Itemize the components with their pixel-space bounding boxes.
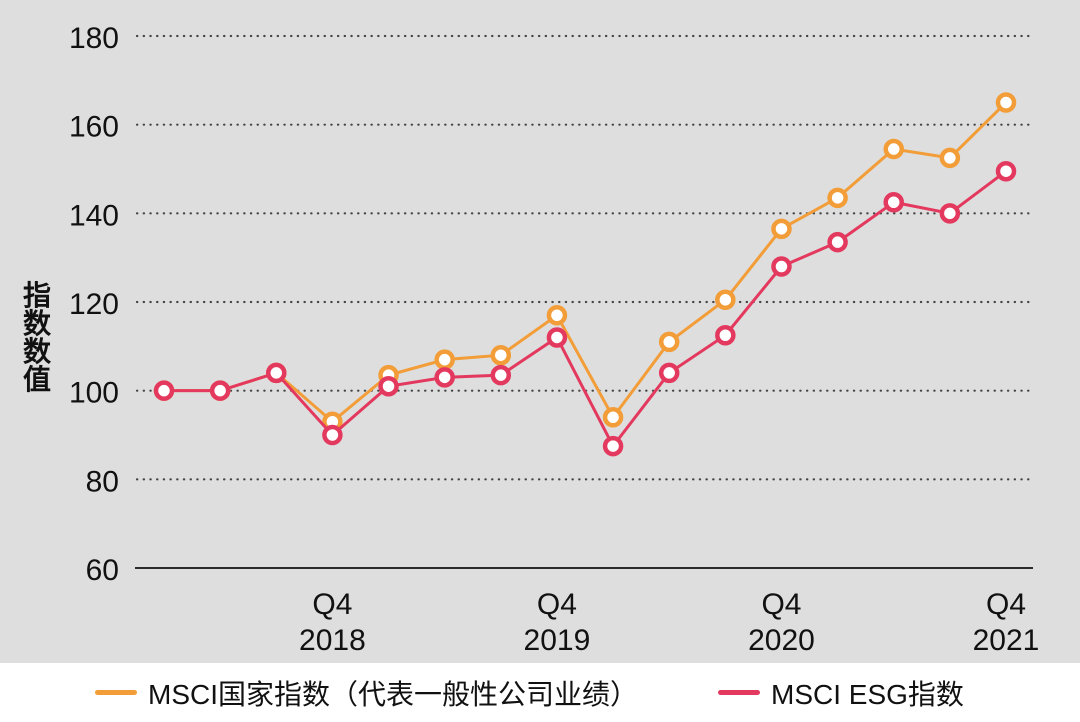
data-point-s0-15 <box>995 92 1017 113</box>
legend: MSCI国家指数（代表一般性公司业绩） MSCI ESG指数 <box>0 663 1080 722</box>
y-tick-label: 80 <box>86 465 119 498</box>
y-tick-label: 120 <box>69 288 119 321</box>
data-point-s1-0 <box>153 380 175 401</box>
data-point-s1-12 <box>827 231 848 253</box>
legend-swatch-country-index <box>95 690 137 695</box>
data-point-s0-14 <box>939 147 961 169</box>
data-point-s0-5 <box>434 349 455 370</box>
y-tick-label: 180 <box>69 22 119 55</box>
x-tick-label-year: 2018 <box>299 624 366 657</box>
data-point-s1-9 <box>658 362 680 384</box>
x-tick-label-year: 2021 <box>973 624 1040 657</box>
data-point-s1-7 <box>546 327 568 348</box>
data-point-s1-5 <box>434 367 455 388</box>
data-point-s1-2 <box>266 362 287 384</box>
data-point-s0-12 <box>827 187 848 209</box>
y-tick-label: 100 <box>69 377 119 410</box>
data-point-s1-8 <box>602 435 624 457</box>
data-point-s1-1 <box>209 380 231 401</box>
plot-background <box>0 0 1080 663</box>
legend-swatch-esg-index <box>718 690 760 695</box>
x-tick-label-quarter: Q4 <box>986 588 1026 621</box>
data-point-s1-4 <box>378 375 399 397</box>
chart-svg: 6080100120140160180Q42018Q42019Q42020Q42… <box>69 22 1040 657</box>
data-point-s0-8 <box>602 407 624 428</box>
legend-label-esg-index: MSCI ESG指数 <box>771 678 964 710</box>
x-tick-label-quarter: Q4 <box>312 588 352 621</box>
data-point-s1-11 <box>771 256 792 277</box>
data-point-s1-10 <box>715 325 736 346</box>
data-point-s0-10 <box>715 289 736 311</box>
data-point-s1-13 <box>883 192 904 213</box>
x-tick-label-year: 2019 <box>524 624 591 657</box>
x-tick-label-quarter: Q4 <box>761 588 801 621</box>
legend-item-esg-index: MSCI ESG指数 <box>718 673 964 713</box>
data-point-s1-15 <box>995 160 1017 182</box>
series-line-1 <box>164 170 1007 449</box>
data-point-s0-6 <box>490 344 512 366</box>
y-tick-label: 140 <box>69 199 119 232</box>
data-point-s0-9 <box>658 331 680 353</box>
data-point-s0-11 <box>771 218 792 240</box>
x-tick-label-quarter: Q4 <box>537 588 577 621</box>
y-tick-label: 160 <box>69 111 119 144</box>
legend-label-country-index: MSCI国家指数（代表一般性公司业绩） <box>148 678 639 710</box>
data-point-s0-7 <box>546 305 568 326</box>
data-point-s1-14 <box>939 203 961 224</box>
legend-item-country-index: MSCI国家指数（代表一般性公司业绩） <box>95 673 638 713</box>
data-point-s1-3 <box>322 424 343 446</box>
data-point-s1-6 <box>490 364 512 386</box>
data-point-s0-13 <box>883 138 904 160</box>
y-axis-title: 指数数值 <box>22 280 51 395</box>
series-line-0 <box>164 101 1008 424</box>
y-tick-label: 60 <box>86 554 119 587</box>
x-tick-label-year: 2020 <box>748 624 815 657</box>
